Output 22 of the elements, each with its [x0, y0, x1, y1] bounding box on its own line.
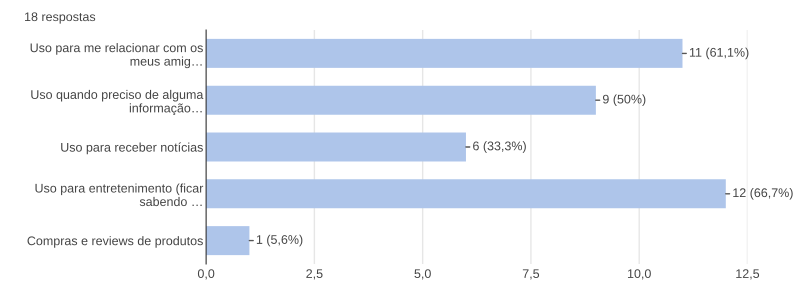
x-tick-label: 5,0	[414, 269, 431, 280]
data-label: 12 (66,7%)	[733, 188, 793, 200]
data-label: 11 (61,1%)	[690, 48, 748, 60]
bar	[206, 132, 466, 162]
bar	[206, 226, 250, 256]
x-tick-label: 12,5	[736, 269, 760, 280]
y-tick-label: Uso para entretenimento (ficar sabendo …	[35, 183, 204, 206]
x-tick-label: 0,0	[198, 269, 214, 280]
y-tick-label: Uso para receber notícias	[61, 142, 203, 154]
bar	[206, 179, 726, 208]
y-tick-label: Uso quando preciso de alguma informação…	[31, 90, 204, 116]
data-label: 6 (33,3%)	[473, 141, 526, 153]
x-tick-label: 7,5	[522, 269, 540, 280]
data-label: 9 (50%)	[602, 94, 646, 106]
x-tick-label: 10,0	[628, 269, 651, 280]
y-tick-label: Compras e reviews de produtos	[28, 236, 203, 248]
bar	[206, 86, 596, 115]
x-tick-label: 2,5	[306, 269, 323, 280]
bar	[206, 38, 682, 68]
y-tick-label: Uso para me relacionar com os meus amig…	[30, 43, 203, 68]
data-label: 1 (5,6%)	[256, 234, 302, 246]
text: 18 respostas	[25, 12, 96, 24]
